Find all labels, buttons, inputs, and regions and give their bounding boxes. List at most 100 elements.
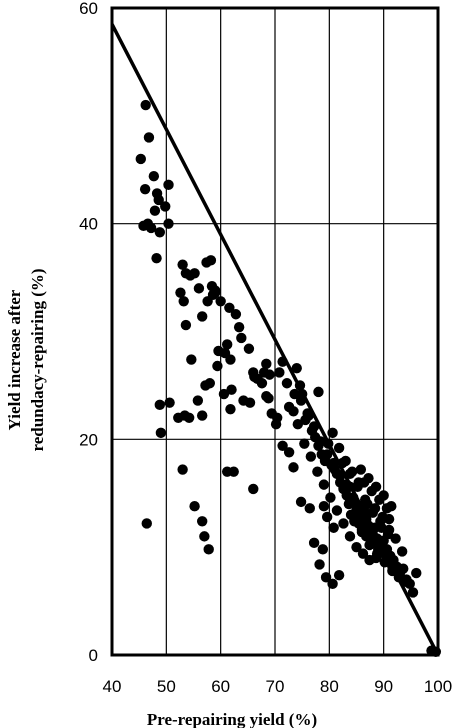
data-point xyxy=(318,500,330,512)
data-point xyxy=(244,397,256,408)
data-point xyxy=(177,464,188,475)
data-point xyxy=(193,283,205,294)
data-point xyxy=(249,371,260,382)
data-point xyxy=(325,492,336,503)
x-tick-label: 80 xyxy=(320,677,339,696)
y-axis-title-line2: redundacy-repairing (%) xyxy=(28,268,47,451)
data-point xyxy=(353,477,364,488)
x-axis-title: Pre-repairing yield (%) xyxy=(147,710,317,728)
data-point xyxy=(212,360,223,372)
data-point xyxy=(230,309,242,320)
data-point xyxy=(139,183,151,195)
data-point xyxy=(151,252,162,264)
data-point xyxy=(189,500,200,512)
data-point xyxy=(283,447,295,458)
data-point xyxy=(407,587,419,598)
data-point xyxy=(331,505,343,516)
data-point xyxy=(277,440,288,452)
data-point xyxy=(312,466,323,477)
data-point xyxy=(163,179,174,191)
data-point xyxy=(258,367,270,378)
data-point xyxy=(263,393,274,404)
data-point xyxy=(225,354,236,365)
data-point xyxy=(164,397,175,408)
data-point xyxy=(196,410,208,421)
data-point xyxy=(228,466,239,477)
data-point xyxy=(321,449,333,460)
data-point xyxy=(196,516,208,527)
x-tick-label: 40 xyxy=(103,677,122,696)
data-point xyxy=(148,171,160,182)
data-point xyxy=(378,490,389,501)
data-point xyxy=(333,570,345,581)
data-point xyxy=(135,153,146,165)
data-point xyxy=(141,518,152,529)
data-point xyxy=(200,380,211,391)
data-point xyxy=(367,507,378,518)
data-point xyxy=(178,296,189,307)
data-point xyxy=(375,516,386,527)
x-tick-labels: 40 50 60 70 80 90 100 xyxy=(103,677,453,696)
data-point xyxy=(143,132,155,143)
data-point xyxy=(189,268,200,279)
data-point xyxy=(318,479,330,490)
y-axis-title-line1: Yield increase after xyxy=(5,289,24,430)
plot-frame xyxy=(110,6,440,657)
data-point xyxy=(304,503,315,514)
data-point xyxy=(153,194,164,206)
data-point xyxy=(154,399,166,411)
data-point xyxy=(289,388,300,400)
data-point xyxy=(221,339,233,350)
data-point xyxy=(363,472,374,484)
data-point xyxy=(299,438,310,449)
y-tick-labels: 0 20 40 60 xyxy=(79,0,98,665)
data-point xyxy=(390,533,401,544)
data-point xyxy=(305,451,317,462)
data-point xyxy=(177,259,188,270)
x-tick-label: 100 xyxy=(424,677,452,696)
data-point xyxy=(382,529,394,540)
data-point xyxy=(140,99,151,111)
data-point xyxy=(398,563,409,574)
data-point xyxy=(359,494,371,505)
data-point xyxy=(243,343,255,354)
data-point xyxy=(205,255,217,266)
data-point xyxy=(357,548,369,559)
x-tick-label: 50 xyxy=(157,677,176,696)
y-tick-label: 60 xyxy=(79,0,98,18)
data-point xyxy=(186,354,197,365)
data-point xyxy=(183,412,195,423)
data-point xyxy=(370,481,382,492)
data-point xyxy=(346,466,358,477)
data-point xyxy=(359,520,371,531)
data-point xyxy=(320,572,332,583)
y-tick-label: 20 xyxy=(79,430,98,449)
data-point xyxy=(256,378,268,389)
data-point xyxy=(215,296,226,307)
data-point xyxy=(327,427,338,439)
data-point xyxy=(321,511,333,523)
data-point xyxy=(248,483,259,495)
data-point xyxy=(224,302,235,313)
data-point xyxy=(175,287,186,298)
data-point xyxy=(218,388,230,400)
data-point xyxy=(271,412,283,423)
data-point xyxy=(344,531,356,542)
data-point xyxy=(327,578,338,590)
data-point xyxy=(338,518,349,529)
data-point xyxy=(274,367,285,378)
data-point xyxy=(225,403,236,415)
data-point xyxy=(196,311,208,322)
y-tick-label: 40 xyxy=(79,215,98,234)
data-point xyxy=(160,201,171,212)
data-point xyxy=(233,321,245,333)
data-point xyxy=(340,455,351,467)
data-point xyxy=(291,362,302,374)
data-point xyxy=(142,218,154,229)
x-tick-label: 70 xyxy=(266,677,285,696)
y-tick-label: 0 xyxy=(89,646,98,665)
data-point xyxy=(163,218,174,229)
data-point xyxy=(154,227,166,238)
data-point xyxy=(288,406,299,417)
